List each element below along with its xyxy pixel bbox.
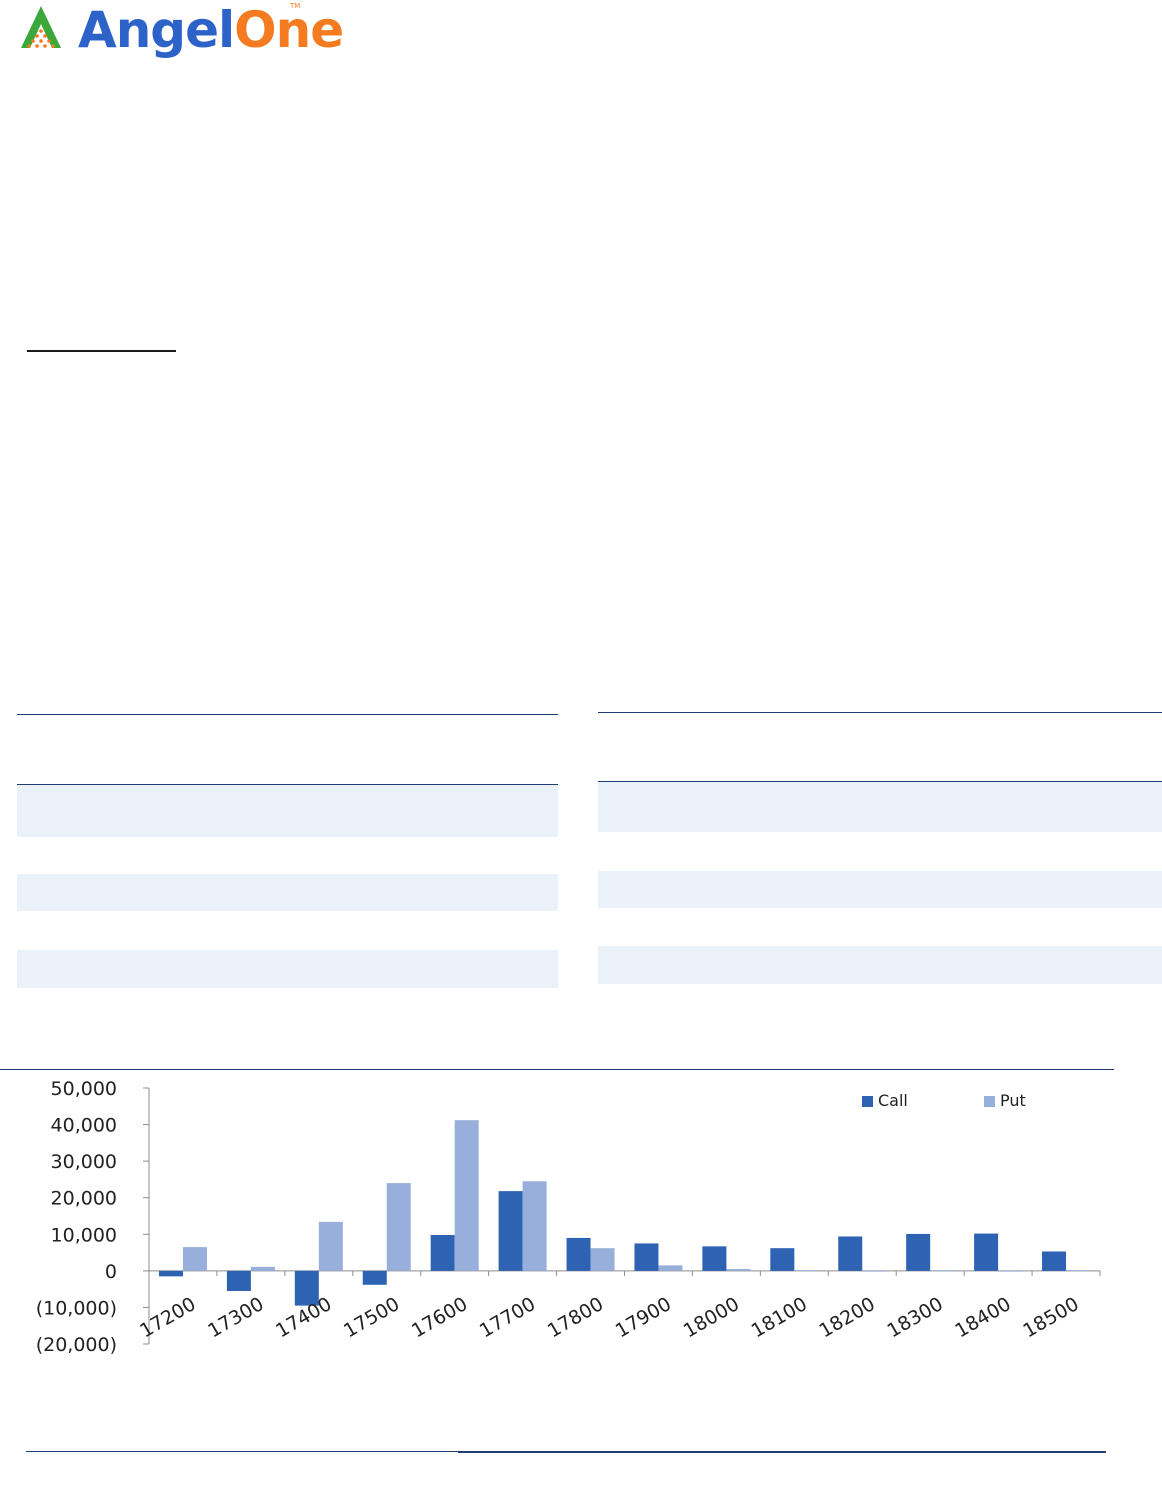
bar-put-17500 <box>386 1183 411 1271</box>
bar-put-18000 <box>726 1269 751 1271</box>
right-table-row-band <box>598 871 1162 908</box>
y-tick-label: 30,000 <box>51 1151 117 1173</box>
bar-call-17700 <box>498 1191 523 1271</box>
x-tick-label: 17700 <box>476 1293 539 1342</box>
bar-put-18200 <box>862 1270 887 1272</box>
bar-put-17400 <box>318 1221 343 1271</box>
y-tick-label: (10,000) <box>36 1297 117 1319</box>
y-tick-label: 50,000 <box>51 1078 117 1100</box>
bar-put-17200 <box>182 1247 207 1271</box>
bar-call-18400 <box>974 1233 999 1271</box>
y-tick-label: 0 <box>105 1261 117 1283</box>
x-tick-label: 18000 <box>680 1293 743 1342</box>
bar-call-17500 <box>362 1270 387 1285</box>
bar-call-17300 <box>226 1270 251 1291</box>
oi-change-chart: 50,000 40,000 30,000 20,000 10,000 0 (10,000) (… <box>36 1078 1101 1356</box>
x-tick-label: 18200 <box>816 1293 879 1342</box>
chart-top-rule <box>0 1069 1114 1070</box>
x-tick-label: 18100 <box>748 1293 811 1342</box>
legend-label-call: Call <box>878 1091 908 1110</box>
left-table <box>17 714 558 989</box>
bar-put-17300 <box>250 1266 275 1271</box>
left-table-header-rule <box>17 784 558 785</box>
bar-put-18500 <box>1066 1270 1091 1271</box>
logo-wordmark: AngelOne <box>78 1 344 59</box>
x-tick-label: 18400 <box>951 1293 1014 1342</box>
x-tick-label: 18500 <box>1019 1293 1082 1342</box>
section-heading-underline <box>27 350 176 352</box>
logo-word-angel: Angel <box>78 1 235 59</box>
bar-put-17700 <box>522 1181 547 1271</box>
right-table-top-rule <box>598 712 1162 713</box>
bar-call-18300 <box>906 1233 931 1271</box>
y-tick-label: 40,000 <box>51 1115 117 1137</box>
bar-put-18100 <box>794 1270 819 1271</box>
bar-call-17400 <box>294 1270 319 1306</box>
right-table-header-rule <box>598 781 1162 782</box>
bar-call-18500 <box>1042 1251 1067 1271</box>
angel-one-logo: AngelOne TM <box>16 0 344 62</box>
y-tick-label: 20,000 <box>51 1188 117 1210</box>
bar-call-17200 <box>158 1270 183 1277</box>
bar-call-17900 <box>634 1243 659 1271</box>
right-table <box>598 712 1162 987</box>
y-tick-label: 10,000 <box>51 1224 117 1246</box>
left-table-row-band <box>17 950 558 988</box>
x-tick-label: 17200 <box>136 1293 199 1342</box>
x-tick-label: 18300 <box>884 1293 947 1342</box>
footer-rule-left <box>26 1451 458 1452</box>
angel-pyramid-icon <box>21 6 61 48</box>
bar-put-17900 <box>658 1265 683 1271</box>
left-table-top-rule <box>17 714 558 715</box>
right-table-row-band <box>598 946 1162 984</box>
bar-call-18200 <box>838 1236 863 1271</box>
x-tick-label: 17900 <box>612 1293 675 1342</box>
logo-trademark: TM <box>290 2 301 10</box>
right-table-row-band <box>598 782 1162 832</box>
bar-call-18100 <box>770 1248 795 1271</box>
logo-word-one: One <box>234 1 344 59</box>
x-tick-label: 17300 <box>204 1293 267 1342</box>
left-table-row-band <box>17 874 558 911</box>
legend-label-put: Put <box>1000 1091 1026 1110</box>
footer-rule-right <box>458 1451 1106 1453</box>
bar-call-18000 <box>702 1246 727 1271</box>
bar-call-17800 <box>566 1237 591 1271</box>
y-tick-label: (20,000) <box>36 1334 117 1356</box>
bar-call-17600 <box>430 1235 455 1271</box>
legend-swatch-put <box>984 1096 995 1107</box>
legend-swatch-call <box>862 1096 873 1107</box>
bar-put-17800 <box>590 1248 615 1271</box>
x-tick-label: 17500 <box>340 1293 403 1342</box>
bar-put-18400 <box>998 1270 1023 1272</box>
left-table-row-band <box>17 785 558 837</box>
bar-put-17600 <box>454 1120 479 1271</box>
bar-put-18300 <box>930 1270 955 1271</box>
x-tick-label: 17800 <box>544 1293 607 1342</box>
x-tick-label: 17600 <box>408 1293 471 1342</box>
